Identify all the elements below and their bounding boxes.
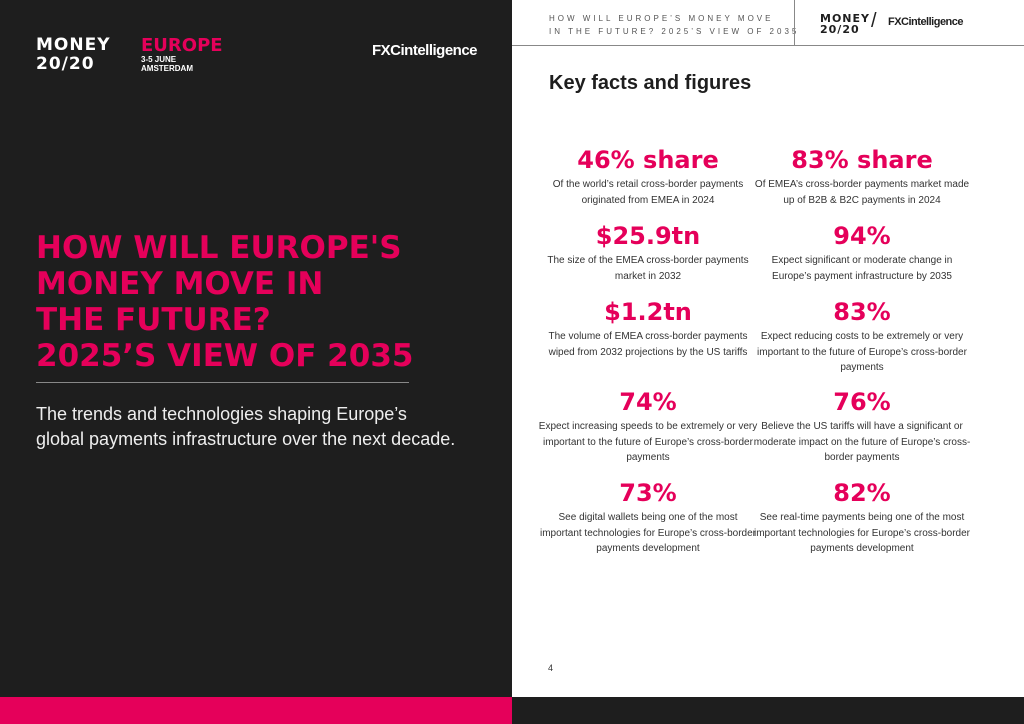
stat-block: 76% Believe the US tariffs will have a si…	[752, 388, 972, 466]
event-dates: 3-5 JUNE AMSTERDAM	[141, 55, 193, 73]
stat-description: Expect increasing speeds to be extremely…	[538, 421, 758, 463]
divider	[36, 382, 409, 383]
stat-description: The size of the EMEA cross-border paymen…	[547, 255, 749, 282]
stat-value: 83%	[833, 298, 891, 326]
header-divider	[794, 0, 795, 45]
stat-description: Of the world’s retail cross-border payme…	[552, 179, 744, 206]
logo-text: 20/20	[36, 54, 95, 74]
logo-text: MONEY	[820, 12, 870, 25]
logo-text: MONEY	[36, 35, 111, 55]
header-line: IN THE FUTURE? 2025’S VIEW OF 2035	[549, 27, 800, 36]
money2020-logo-small: MONEY 20/20	[820, 13, 870, 35]
cover-page: MONEY 20/20 EUROPE 3-5 JUNE AMSTERDAM FX…	[0, 0, 512, 724]
stat-block: 46% share Of the world’s retail cross-bor…	[538, 146, 758, 208]
title-line: HOW WILL EUROPE'S	[36, 230, 402, 266]
footer-bar-right	[512, 697, 1024, 724]
stat-value: 74%	[619, 388, 677, 416]
stat-description: See digital wallets being one of the mos…	[539, 512, 757, 554]
title-line: THE FUTURE?	[36, 302, 271, 338]
stat-description: Believe the US tariffs will have a signi…	[753, 421, 971, 463]
stat-block: 83% Expect reducing costs to be extremely…	[752, 298, 972, 376]
stat-value: $1.2tn	[604, 298, 692, 326]
stat-value: 46% share	[577, 146, 719, 174]
dates-text: 3-5 JUNE	[141, 55, 177, 64]
logo-separator: /	[871, 10, 877, 32]
stat-description: See real-time payments being one of the …	[753, 512, 971, 554]
stat-value: 83% share	[791, 146, 933, 174]
stat-block: $1.2tn The volume of EMEA cross-border pa…	[538, 298, 758, 360]
cover-title: HOW WILL EUROPE'S MONEY MOVE IN THE FUTU…	[36, 230, 496, 374]
stat-value: 76%	[833, 388, 891, 416]
event-name: EUROPE	[141, 35, 223, 56]
stat-block: 82% See real-time payments being one of t…	[752, 479, 972, 557]
section-title: Key facts and figures	[549, 72, 752, 94]
stat-description: Expect significant or moderate change in…	[771, 255, 953, 282]
logo-text: 20/20	[820, 23, 860, 36]
stat-description: The volume of EMEA cross-border payments…	[548, 331, 748, 358]
stat-value: 82%	[833, 479, 891, 507]
page-number: 4	[548, 663, 554, 673]
money2020-logo: MONEY 20/20	[36, 37, 111, 73]
stat-value: 73%	[619, 479, 677, 507]
header-line: HOW WILL EUROPE’S MONEY MOVE	[549, 14, 774, 23]
header-rule	[512, 45, 1024, 46]
title-line: MONEY MOVE IN	[36, 266, 324, 302]
cover-subtitle: The trends and technologies shaping Euro…	[36, 404, 456, 449]
stat-description: Of EMEA’s cross-border payments market m…	[754, 179, 970, 206]
stat-value: 94%	[833, 222, 891, 250]
running-header: HOW WILL EUROPE’S MONEY MOVE IN THE FUTU…	[549, 12, 799, 38]
stat-value: $25.9tn	[595, 222, 701, 250]
stat-block: 73% See digital wallets being one of the …	[538, 479, 758, 557]
stat-block: 94% Expect significant or moderate change…	[752, 222, 972, 284]
stat-block: 83% share Of EMEA’s cross-border payments…	[752, 146, 972, 208]
footer-bar-left	[0, 697, 512, 724]
stat-description: Expect reducing costs to be extremely or…	[757, 331, 967, 373]
city-text: AMSTERDAM	[141, 64, 193, 73]
fxc-logo-small: FXCintelligence	[888, 16, 964, 28]
stat-block: 74% Expect increasing speeds to be extrem…	[538, 388, 758, 466]
stat-block: $25.9tn The size of the EMEA cross-border…	[538, 222, 758, 284]
fxc-logo: FXCintelligence	[372, 42, 478, 59]
title-line: 2025’S VIEW OF 2035	[36, 338, 414, 374]
